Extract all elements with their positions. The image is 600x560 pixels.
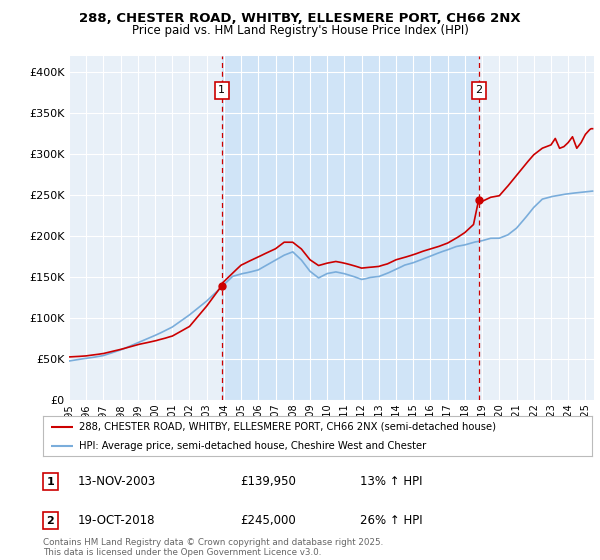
Text: 288, CHESTER ROAD, WHITBY, ELLESMERE PORT, CH66 2NX (semi-detached house): 288, CHESTER ROAD, WHITBY, ELLESMERE POR… xyxy=(79,422,496,432)
Text: 2: 2 xyxy=(47,516,54,526)
Text: 26% ↑ HPI: 26% ↑ HPI xyxy=(360,514,422,528)
Text: Price paid vs. HM Land Registry's House Price Index (HPI): Price paid vs. HM Land Registry's House … xyxy=(131,24,469,36)
Text: 13-NOV-2003: 13-NOV-2003 xyxy=(78,475,156,488)
Bar xyxy=(221,56,479,400)
Text: £245,000: £245,000 xyxy=(240,514,296,528)
Text: 1: 1 xyxy=(47,477,54,487)
Text: 2: 2 xyxy=(475,86,482,95)
Text: 13% ↑ HPI: 13% ↑ HPI xyxy=(360,475,422,488)
Text: 288, CHESTER ROAD, WHITBY, ELLESMERE PORT, CH66 2NX: 288, CHESTER ROAD, WHITBY, ELLESMERE POR… xyxy=(79,12,521,25)
Text: 19-OCT-2018: 19-OCT-2018 xyxy=(78,514,155,528)
Text: Contains HM Land Registry data © Crown copyright and database right 2025.
This d: Contains HM Land Registry data © Crown c… xyxy=(43,538,383,557)
Text: 1: 1 xyxy=(218,86,225,95)
Text: HPI: Average price, semi-detached house, Cheshire West and Chester: HPI: Average price, semi-detached house,… xyxy=(79,441,426,450)
Text: £139,950: £139,950 xyxy=(240,475,296,488)
